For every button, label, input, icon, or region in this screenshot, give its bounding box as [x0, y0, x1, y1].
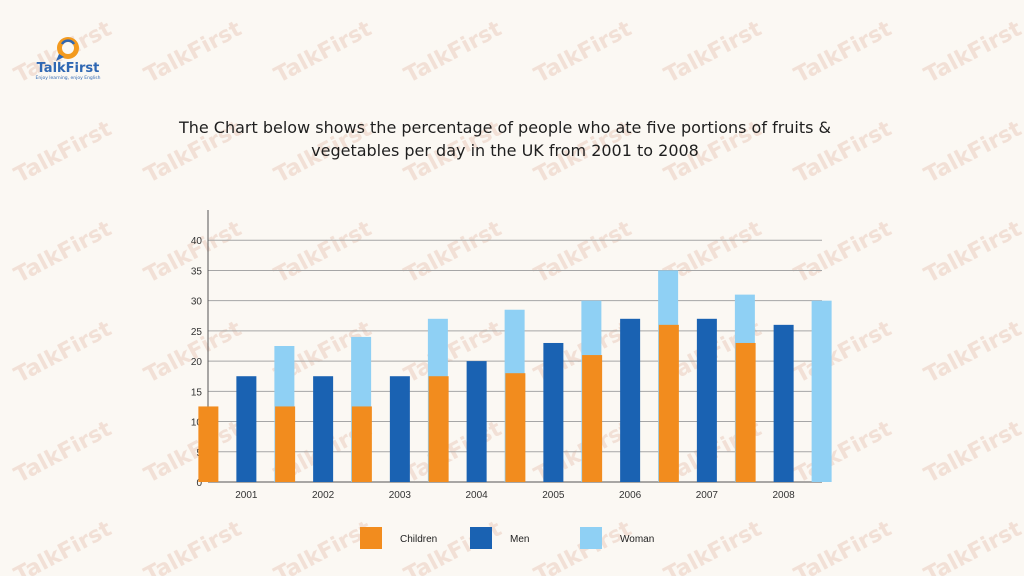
legend-label-children: Children	[400, 534, 437, 545]
y-tick-label: 20	[191, 357, 203, 368]
legend-swatch-men	[470, 527, 492, 549]
chart-title: The Chart below shows the percentage of …	[178, 118, 832, 160]
x-tick-label: 2007	[696, 490, 719, 501]
bar-men	[696, 318, 717, 482]
bar-children	[658, 324, 679, 482]
y-tick-label: 35	[191, 266, 203, 277]
y-tick-label: 0	[196, 478, 202, 489]
bar-men	[773, 324, 794, 482]
bar-children	[275, 406, 296, 482]
logo-tagline: Enjoy learning, enjoy English	[35, 76, 101, 81]
legend-label-woman: Woman	[620, 534, 654, 545]
y-tick-label: 30	[191, 297, 203, 308]
bar-men	[466, 361, 487, 482]
logo-name: TalkFirst	[36, 61, 100, 76]
bar-children	[735, 342, 756, 482]
speech-bubble-icon	[56, 37, 79, 61]
bar-children	[505, 373, 526, 482]
x-tick-label: 2004	[466, 490, 489, 501]
x-tick-label: 2001	[235, 490, 258, 501]
y-tick-label: 25	[191, 327, 203, 338]
x-tick-label: 2008	[773, 490, 796, 501]
x-tick-label: 2002	[312, 490, 335, 501]
x-tick-label: 2005	[542, 490, 565, 501]
talkfirst-logo: TalkFirst Enjoy learning, enjoy English	[28, 36, 108, 96]
bar-woman	[811, 300, 832, 482]
bar-men	[236, 376, 257, 482]
bar-children	[428, 376, 449, 482]
bar-men	[543, 342, 564, 482]
bar-children	[351, 406, 372, 482]
bar-men	[389, 376, 410, 482]
x-tick-label: 2003	[389, 490, 412, 501]
y-tick-label: 15	[191, 387, 203, 398]
bar-men	[620, 318, 641, 482]
legend-swatch-woman	[580, 527, 602, 549]
y-tick-label: 10	[191, 418, 203, 429]
x-tick-label: 2006	[619, 490, 642, 501]
legend-label-men: Men	[510, 534, 529, 545]
bar-children	[582, 355, 603, 482]
y-tick-label: 40	[191, 236, 203, 247]
legend-swatch-children	[360, 527, 382, 549]
bar-children	[198, 406, 219, 482]
bar-men	[313, 376, 334, 482]
